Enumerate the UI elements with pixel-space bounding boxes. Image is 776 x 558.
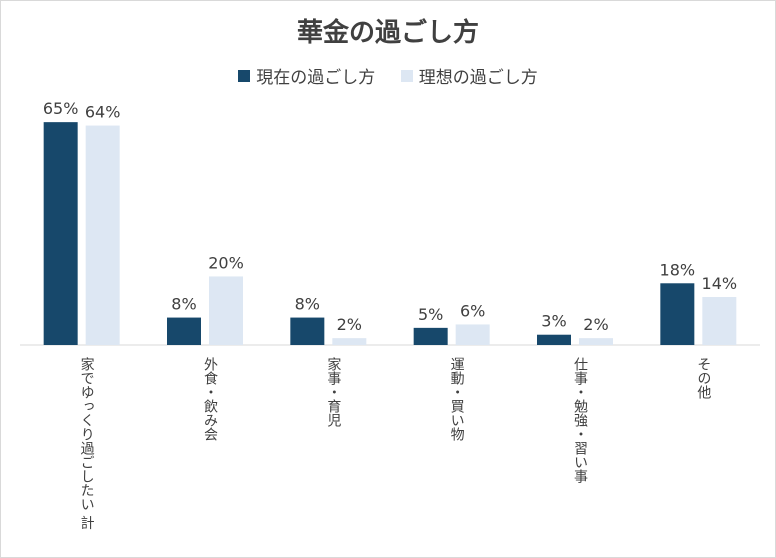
bar-current-2 xyxy=(290,317,325,345)
chart-title: 華金の過ごし方 xyxy=(296,18,479,48)
data-label-ideal-0: 64% xyxy=(85,103,121,122)
bar-ideal-5 xyxy=(702,297,737,345)
data-label-current-1: 8% xyxy=(171,295,196,314)
bar-ideal-3 xyxy=(455,324,490,345)
category-label-1: 外食・飲み会 xyxy=(202,357,218,441)
bar-ideal-0 xyxy=(85,125,120,345)
bar-current-3 xyxy=(413,327,448,345)
legend-label-current: 現在の過ごし方 xyxy=(256,68,376,88)
data-label-ideal-1: 20% xyxy=(208,253,244,272)
category-label-2: 家事・育児 xyxy=(325,356,341,428)
bar-ideal-2 xyxy=(332,338,367,345)
data-label-ideal-2: 2% xyxy=(337,315,362,334)
chart-legend: 現在の過ごし方 理想の過ごし方 xyxy=(0,63,776,88)
category-label-5: その他 xyxy=(695,357,711,400)
data-label-ideal-5: 14% xyxy=(702,274,738,293)
legend-item-current: 現在の過ごし方 xyxy=(238,63,375,88)
category-label-4: 仕事・勉強・習い事 xyxy=(572,357,588,483)
legend-swatch-ideal xyxy=(400,69,413,82)
data-label-current-4: 3% xyxy=(541,312,566,331)
bar-current-5 xyxy=(660,283,695,345)
data-label-current-3: 5% xyxy=(418,305,443,324)
bar-current-1 xyxy=(167,317,201,345)
data-label-current-0: 65% xyxy=(43,99,79,118)
bar-ideal-4 xyxy=(579,338,613,345)
data-label-ideal-3: 6% xyxy=(460,301,485,320)
bar-current-0 xyxy=(43,122,78,346)
category-label-3: 運動・買い物 xyxy=(449,357,465,442)
bar-current-4 xyxy=(537,334,571,345)
category-label-0: 家でゆっくり過ごしたい 計 xyxy=(79,356,95,529)
legend-item-ideal: 理想の過ごし方 xyxy=(400,63,538,88)
data-label-ideal-4: 2% xyxy=(583,315,608,334)
data-label-current-2: 8% xyxy=(295,295,320,314)
data-label-current-5: 18% xyxy=(660,260,696,279)
legend-label-ideal: 理想の過ごし方 xyxy=(418,68,538,88)
legend-swatch-current xyxy=(238,69,251,82)
bar-ideal-1 xyxy=(209,276,243,345)
